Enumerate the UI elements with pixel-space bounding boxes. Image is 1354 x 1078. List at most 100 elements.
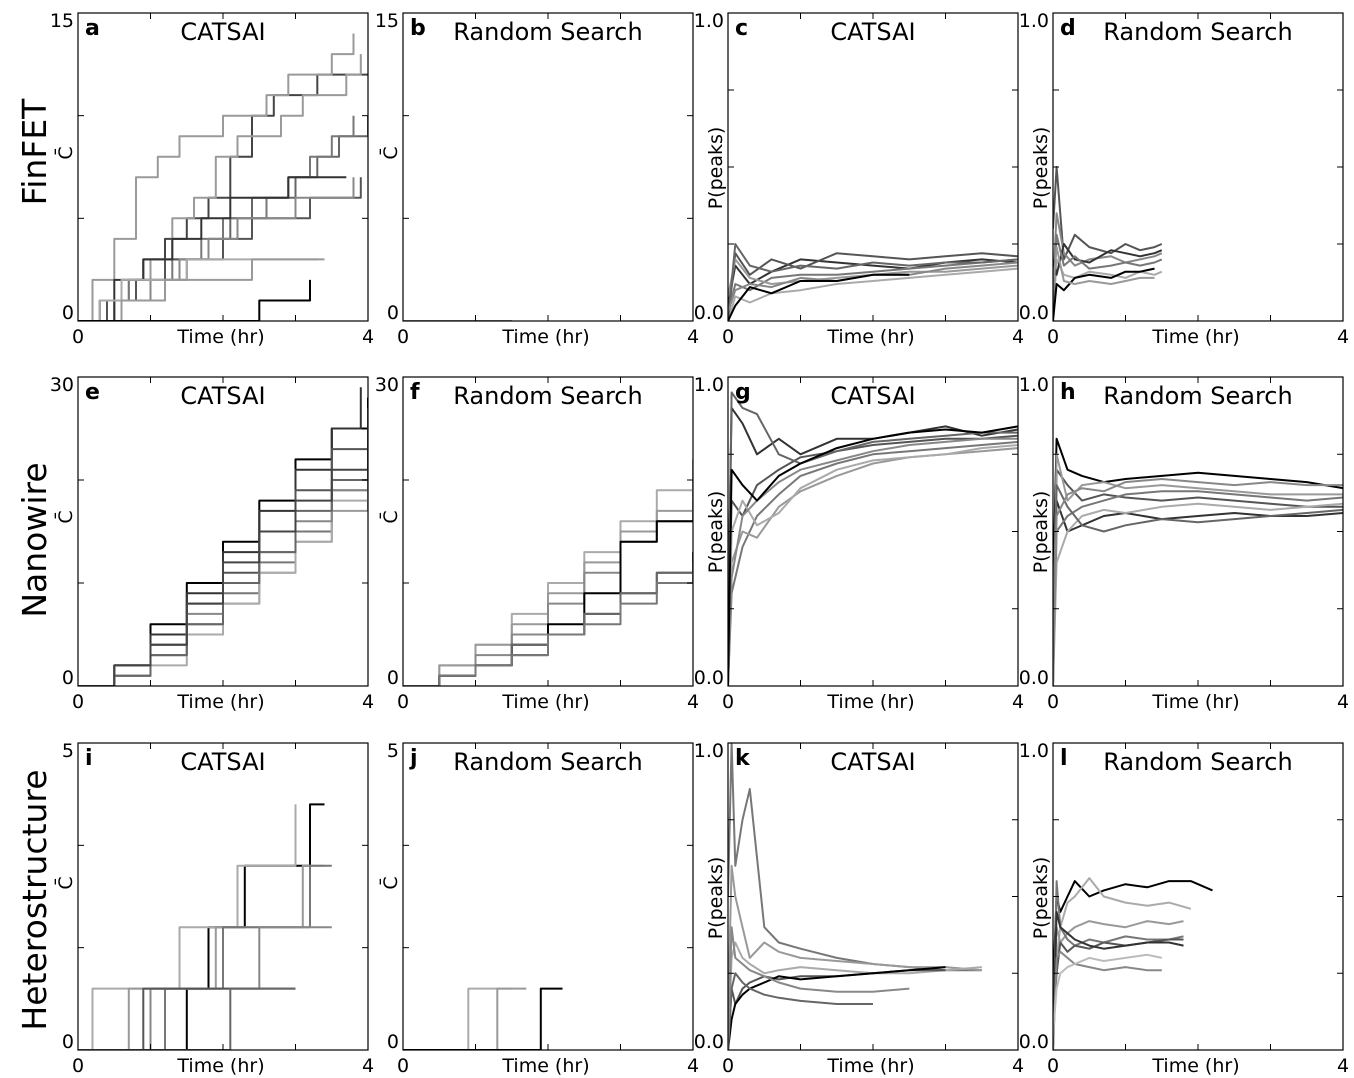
y-tick-label: 1.0 bbox=[694, 374, 724, 396]
ticks bbox=[1052, 12, 1344, 322]
panel-h: 0 4 0.0 1.0 Time (hr) P(peaks) h Random Search bbox=[1019, 374, 1349, 713]
x-axis-label: Time (hr) bbox=[826, 326, 914, 348]
series-group bbox=[728, 243, 1018, 321]
series-line-3 bbox=[1053, 258, 1163, 321]
x-axis-label: Time (hr) bbox=[176, 691, 264, 713]
x-axis-label: Time (hr) bbox=[826, 691, 914, 713]
series-group bbox=[403, 987, 563, 1050]
y-tick-label: 1.0 bbox=[1019, 374, 1049, 396]
y-tick-label: 1.0 bbox=[694, 740, 724, 762]
x-axis-label: Time (hr) bbox=[176, 326, 264, 348]
ticks bbox=[402, 376, 694, 687]
axes-frame bbox=[1052, 376, 1344, 687]
panel-b: 0 4 0 15 Time (hr) C̄ b Random Search bbox=[375, 10, 699, 348]
series-line-2 bbox=[78, 33, 355, 321]
y-tick-label: 15 bbox=[50, 10, 74, 32]
panel-letter: e bbox=[85, 380, 100, 405]
ticks bbox=[727, 12, 1019, 322]
series-line-11 bbox=[78, 279, 311, 321]
series-line-3 bbox=[728, 440, 1018, 686]
series-line-3 bbox=[78, 864, 325, 1050]
series-line-8 bbox=[728, 425, 1018, 686]
axes-frame bbox=[77, 742, 369, 1051]
series-line-5 bbox=[728, 267, 1018, 321]
x-tick-label: 4 bbox=[1012, 691, 1024, 713]
y-axis-label: P(peaks) bbox=[1030, 491, 1052, 574]
panel-letter: c bbox=[735, 16, 748, 41]
series-line-2 bbox=[78, 387, 362, 686]
y-tick-label: 1.0 bbox=[1019, 740, 1049, 762]
series-line-3 bbox=[1053, 468, 1343, 656]
y-axis-label: P(peaks) bbox=[705, 491, 727, 574]
x-tick-label: 0 bbox=[722, 1055, 734, 1077]
series-line-3 bbox=[728, 941, 982, 1050]
series-group bbox=[78, 803, 332, 1050]
panel-title: Random Search bbox=[453, 748, 642, 776]
series-line-4 bbox=[1053, 490, 1343, 686]
panel-letter: j bbox=[409, 746, 418, 771]
x-axis-label: Time (hr) bbox=[826, 1055, 914, 1077]
series-line-8 bbox=[78, 176, 347, 321]
panel-title: CATSAI bbox=[180, 382, 265, 410]
series-group bbox=[78, 387, 368, 686]
y-tick-label: 0.0 bbox=[1019, 302, 1049, 324]
panel-title: Random Search bbox=[1103, 18, 1292, 46]
y-axis-label: P(peaks) bbox=[1030, 857, 1052, 940]
panel-k: 0 4 0.0 1.0 Time (hr) P(peaks) k CATSAI bbox=[694, 740, 1024, 1077]
series-group bbox=[728, 391, 1018, 686]
axes-frame bbox=[402, 742, 694, 1051]
ticks bbox=[402, 742, 694, 1051]
x-axis-label: Time (hr) bbox=[501, 1055, 589, 1077]
x-tick-label: 0 bbox=[722, 326, 734, 348]
y-tick-label: 0.0 bbox=[694, 667, 724, 689]
panel-letter: h bbox=[1060, 380, 1076, 405]
series-line-6 bbox=[1053, 502, 1343, 686]
x-tick-label: 0 bbox=[1047, 326, 1059, 348]
series-line-4 bbox=[403, 987, 563, 1050]
series-group bbox=[1053, 437, 1343, 686]
y-axis-label: C̄ bbox=[378, 146, 402, 159]
series-line-4 bbox=[1053, 880, 1184, 1050]
panel-letter: a bbox=[85, 16, 100, 41]
series-line-2 bbox=[728, 252, 1018, 321]
series-group bbox=[403, 459, 693, 686]
series-line-8 bbox=[1053, 953, 1163, 1035]
row-label-nanowire: Nanowire bbox=[15, 462, 54, 617]
series-line-1 bbox=[1053, 437, 1343, 594]
y-tick-label: 0.0 bbox=[694, 302, 724, 324]
series-line-10 bbox=[78, 258, 325, 321]
series-group bbox=[1053, 166, 1163, 321]
axes-frame bbox=[1052, 742, 1344, 1051]
y-tick-label: 0 bbox=[62, 667, 74, 689]
ticks bbox=[77, 742, 369, 1051]
panel-title: CATSAI bbox=[830, 382, 915, 410]
y-axis-label: P(peaks) bbox=[1030, 127, 1052, 210]
series-line-5 bbox=[1053, 453, 1343, 671]
series-line-1 bbox=[403, 987, 512, 1050]
x-tick-label: 4 bbox=[362, 326, 374, 348]
panel-title: Random Search bbox=[1103, 382, 1292, 410]
series-line-7 bbox=[728, 437, 1018, 686]
series-line-6 bbox=[1053, 267, 1155, 321]
panel-letter: g bbox=[735, 380, 751, 405]
x-tick-label: 4 bbox=[1012, 326, 1024, 348]
y-tick-label: 30 bbox=[375, 374, 399, 396]
panel-a: 0 4 0 15 Time (hr) C̄ a CATSAI bbox=[50, 10, 374, 348]
panel-letter: f bbox=[410, 380, 420, 405]
panel-letter: i bbox=[85, 746, 93, 771]
y-tick-label: 0 bbox=[387, 302, 399, 324]
series-line-3 bbox=[728, 258, 1018, 316]
y-tick-label: 0.0 bbox=[694, 1031, 724, 1053]
ticks bbox=[1052, 376, 1344, 687]
panel-letter: l bbox=[1060, 746, 1068, 771]
ticks bbox=[727, 742, 1019, 1051]
x-tick-label: 0 bbox=[397, 1055, 409, 1077]
series-line-7 bbox=[1053, 950, 1162, 1050]
panel-title: Random Search bbox=[1103, 748, 1292, 776]
panel-title: CATSAI bbox=[830, 748, 915, 776]
y-tick-label: 0 bbox=[387, 1031, 399, 1053]
series-line-5 bbox=[1053, 938, 1184, 1020]
ticks bbox=[1052, 742, 1344, 1051]
